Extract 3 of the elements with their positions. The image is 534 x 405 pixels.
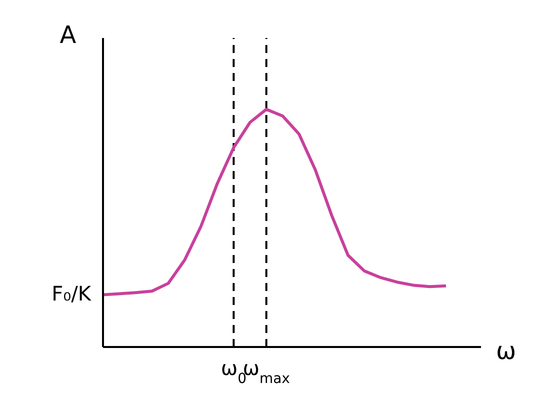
text: F₀/K — [52, 282, 92, 306]
x-axis-title: ω — [496, 337, 516, 365]
y-axis-title: A — [60, 21, 77, 49]
